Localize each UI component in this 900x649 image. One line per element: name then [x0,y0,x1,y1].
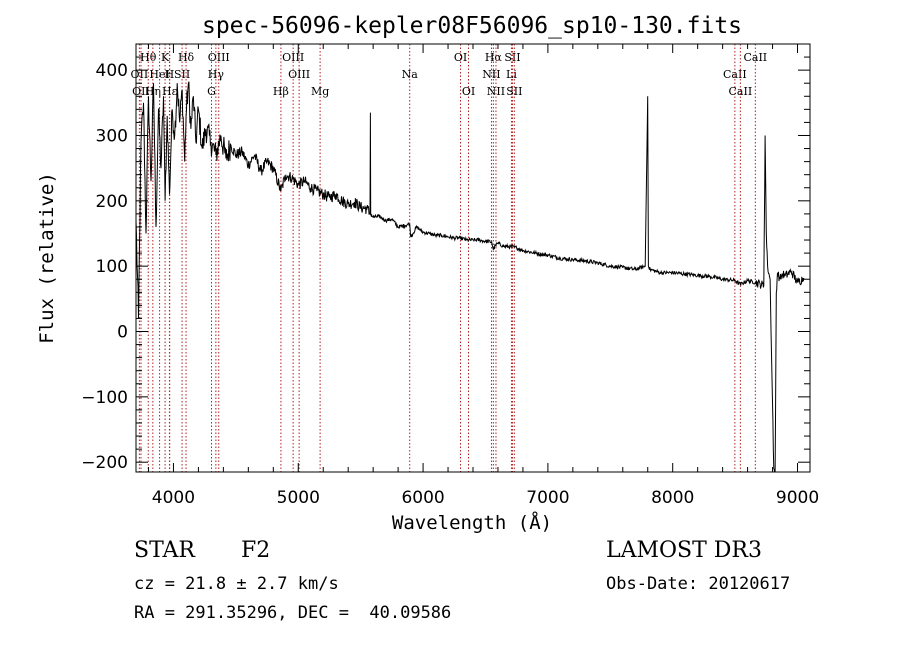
line-marker-label: G [207,85,216,98]
line-marker-label: NII [482,68,500,81]
line-marker-label: K [161,51,170,64]
x-tick-label: 7000 [526,488,569,508]
line-marker-label: HeI [149,68,169,81]
coordinates-text: RA = 291.35296, DEC = 40.09586 [134,603,452,623]
line-marker-label: OIII [282,51,304,64]
line-marker-label: Hθ [140,51,157,64]
line-marker-label: CaII [729,85,753,98]
axis-ticks [136,44,810,472]
line-marker-label: SII [174,68,190,81]
spectrum-line [135,81,805,473]
plot-frame [135,43,811,473]
line-marker-label: Hγ [208,68,225,81]
line-marker-label: Mg [311,85,329,98]
line-marker-label: SII [506,85,522,98]
line-marker-label: OI [462,85,475,98]
line-marker-label: H [165,68,175,81]
redshift-text: cz = 21.8 ± 2.7 km/s [134,574,339,594]
line-marker-label: Na [402,68,419,81]
x-tick-label: 6000 [401,488,444,508]
line-marker-label: Hδ [178,51,195,64]
line-marker-label: OIII [288,68,310,81]
y-axis-label: Flux (relative) [36,172,58,344]
x-tick-label: 5000 [277,488,320,508]
y-tick-label: 0 [117,323,128,343]
line-marker-label: OI [454,51,467,64]
line-marker-label: Li [506,68,517,81]
line-marker-label: OII [132,85,150,98]
line-marker-label: Hβ [273,85,289,98]
line-marker-label: OIII [208,51,230,64]
y-tick-label: 100 [96,257,128,277]
chart-title: spec-56096-kepler08F56096_sp10-130.fits [202,13,742,39]
x-axis-label: Wavelength (Å) [392,511,552,534]
line-marker-label: OII [131,68,149,81]
line-marker-label: CaII [723,68,747,81]
line-marker-label: Hα [485,51,503,64]
y-tick-label: −200 [81,453,128,473]
survey-name: LAMOST DR3 [606,538,762,563]
y-tick-label: 400 [96,61,128,81]
line-marker-label: CaII [743,51,767,64]
object-class: STAR [134,538,195,563]
x-tick-label: 4000 [152,488,195,508]
obs-date: Obs-Date: 20120617 [606,574,791,594]
y-tick-label: 300 [96,126,128,146]
tick-labels: 4000 5000 6000 7000 8000 9000 −200 −100 0 100 200 3… [81,61,819,508]
x-tick-label: 8000 [651,488,694,508]
line-marker-label: NII [487,85,505,98]
y-tick-label: 200 [96,192,128,212]
line-marker-label: Hε [162,85,178,98]
subclass: F2 [241,538,271,563]
x-tick-label: 9000 [776,488,819,508]
line-marker-label: SII [504,51,520,64]
y-tick-label: −100 [81,388,128,408]
